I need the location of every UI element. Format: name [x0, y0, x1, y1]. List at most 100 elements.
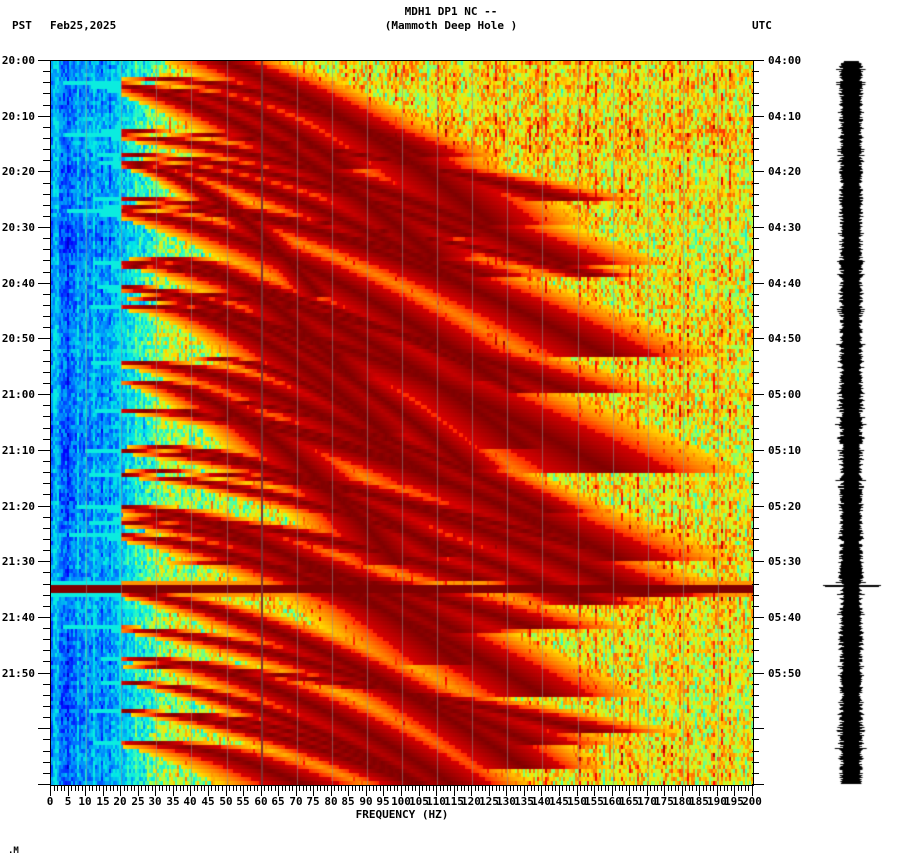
- time-tick-label: 20:30: [1, 221, 35, 234]
- freq-tick-minor: [724, 785, 725, 791]
- freq-tick-major: [120, 785, 121, 796]
- time-tick-minor: [43, 706, 50, 707]
- freq-tick-minor: [106, 785, 107, 791]
- freq-tick-minor: [745, 785, 746, 791]
- time-tick-label: 21:30: [1, 555, 35, 568]
- freq-tick-minor: [201, 785, 202, 791]
- time-tick-minor: [752, 494, 759, 495]
- freq-tick-major: [647, 785, 648, 796]
- freq-tick-minor: [338, 785, 339, 791]
- freq-tick-minor: [713, 785, 714, 791]
- freq-tick-minor: [727, 785, 728, 791]
- time-tick-label: 21:00: [1, 388, 35, 401]
- time-tick-minor: [752, 249, 759, 250]
- freq-tick-minor: [317, 785, 318, 791]
- time-tick-minor: [43, 595, 50, 596]
- freq-tick-major: [296, 785, 297, 796]
- date-label: Feb25,2025: [50, 19, 117, 32]
- freq-tick-major: [577, 785, 578, 796]
- time-tick-minor: [43, 194, 50, 195]
- time-tick-major: [38, 394, 50, 395]
- freq-tick-minor: [598, 785, 599, 791]
- freq-tick-minor: [359, 785, 360, 791]
- freq-tick-minor: [608, 785, 609, 791]
- freq-tick-minor: [531, 785, 532, 791]
- time-tick-minor: [752, 71, 759, 72]
- time-tick-minor: [43, 316, 50, 317]
- freq-tick-minor: [440, 785, 441, 791]
- freq-tick-minor: [720, 785, 721, 791]
- timezone-right-label: UTC: [752, 19, 772, 32]
- freq-tick-label: 185: [689, 795, 709, 808]
- time-tick-minor: [752, 416, 759, 417]
- timezone-left-label: PST: [12, 19, 32, 32]
- freq-tick-minor: [78, 785, 79, 791]
- freq-tick-minor: [324, 785, 325, 791]
- freq-tick-minor: [187, 785, 188, 791]
- time-tick-minor: [43, 773, 50, 774]
- time-tick-minor: [43, 272, 50, 273]
- time-tick-minor: [752, 550, 759, 551]
- freq-tick-minor: [545, 785, 546, 791]
- freq-tick-minor: [731, 785, 732, 791]
- time-tick-minor: [752, 751, 759, 752]
- time-tick-major: [752, 338, 764, 339]
- freq-tick-minor: [215, 785, 216, 791]
- freq-tick-major: [348, 785, 349, 796]
- time-tick-minor: [752, 272, 759, 273]
- time-tick-minor: [43, 739, 50, 740]
- time-tick-minor: [752, 684, 759, 685]
- time-tick-minor: [752, 762, 759, 763]
- freq-tick-minor: [124, 785, 125, 791]
- freq-tick-minor: [619, 785, 620, 791]
- time-tick-minor: [43, 584, 50, 585]
- time-tick-major: [752, 116, 764, 117]
- time-tick-major: [752, 617, 764, 618]
- freq-tick-minor: [520, 785, 521, 791]
- time-tick-major: [752, 673, 764, 674]
- freq-tick-minor: [447, 785, 448, 791]
- freq-tick-minor: [204, 785, 205, 791]
- freq-tick-minor: [703, 785, 704, 791]
- freq-tick-minor: [405, 785, 406, 791]
- freq-tick-minor: [566, 785, 567, 791]
- freq-tick-major: [208, 785, 209, 796]
- freq-tick-minor: [89, 785, 90, 791]
- time-tick-minor: [43, 528, 50, 529]
- time-tick-minor: [43, 628, 50, 629]
- time-tick-major: [38, 673, 50, 674]
- freq-tick-minor: [82, 785, 83, 791]
- freq-tick-major: [155, 785, 156, 796]
- time-tick-minor: [752, 428, 759, 429]
- freq-tick-minor: [134, 785, 135, 791]
- time-tick-minor: [752, 93, 759, 94]
- time-tick-minor: [752, 572, 759, 573]
- freq-tick-major: [68, 785, 69, 796]
- freq-tick-minor: [748, 785, 749, 791]
- time-tick-minor: [43, 350, 50, 351]
- time-tick-minor: [43, 639, 50, 640]
- freq-tick-major: [454, 785, 455, 796]
- freq-tick-minor: [552, 785, 553, 791]
- freq-tick-label: 35: [166, 795, 180, 808]
- freq-tick-minor: [633, 785, 634, 791]
- time-tick-minor: [752, 138, 759, 139]
- time-tick-minor: [752, 183, 759, 184]
- freq-tick-minor: [373, 785, 374, 791]
- spectrogram-plot[interactable]: [50, 60, 754, 786]
- time-tick-minor: [752, 405, 759, 406]
- freq-tick-major: [243, 785, 244, 796]
- time-tick-minor: [752, 483, 759, 484]
- freq-tick-minor: [240, 785, 241, 791]
- freq-tick-label: 180: [672, 795, 692, 808]
- time-tick-minor: [43, 238, 50, 239]
- freq-tick-minor: [510, 785, 511, 791]
- freq-tick-minor: [303, 785, 304, 791]
- time-tick-label: 05:40: [768, 611, 802, 624]
- freq-tick-minor: [685, 785, 686, 791]
- freq-tick-minor: [71, 785, 72, 791]
- time-tick-minor: [752, 305, 759, 306]
- freq-tick-minor: [334, 785, 335, 791]
- time-tick-label: 05:50: [768, 667, 802, 680]
- time-tick-major: [38, 506, 50, 507]
